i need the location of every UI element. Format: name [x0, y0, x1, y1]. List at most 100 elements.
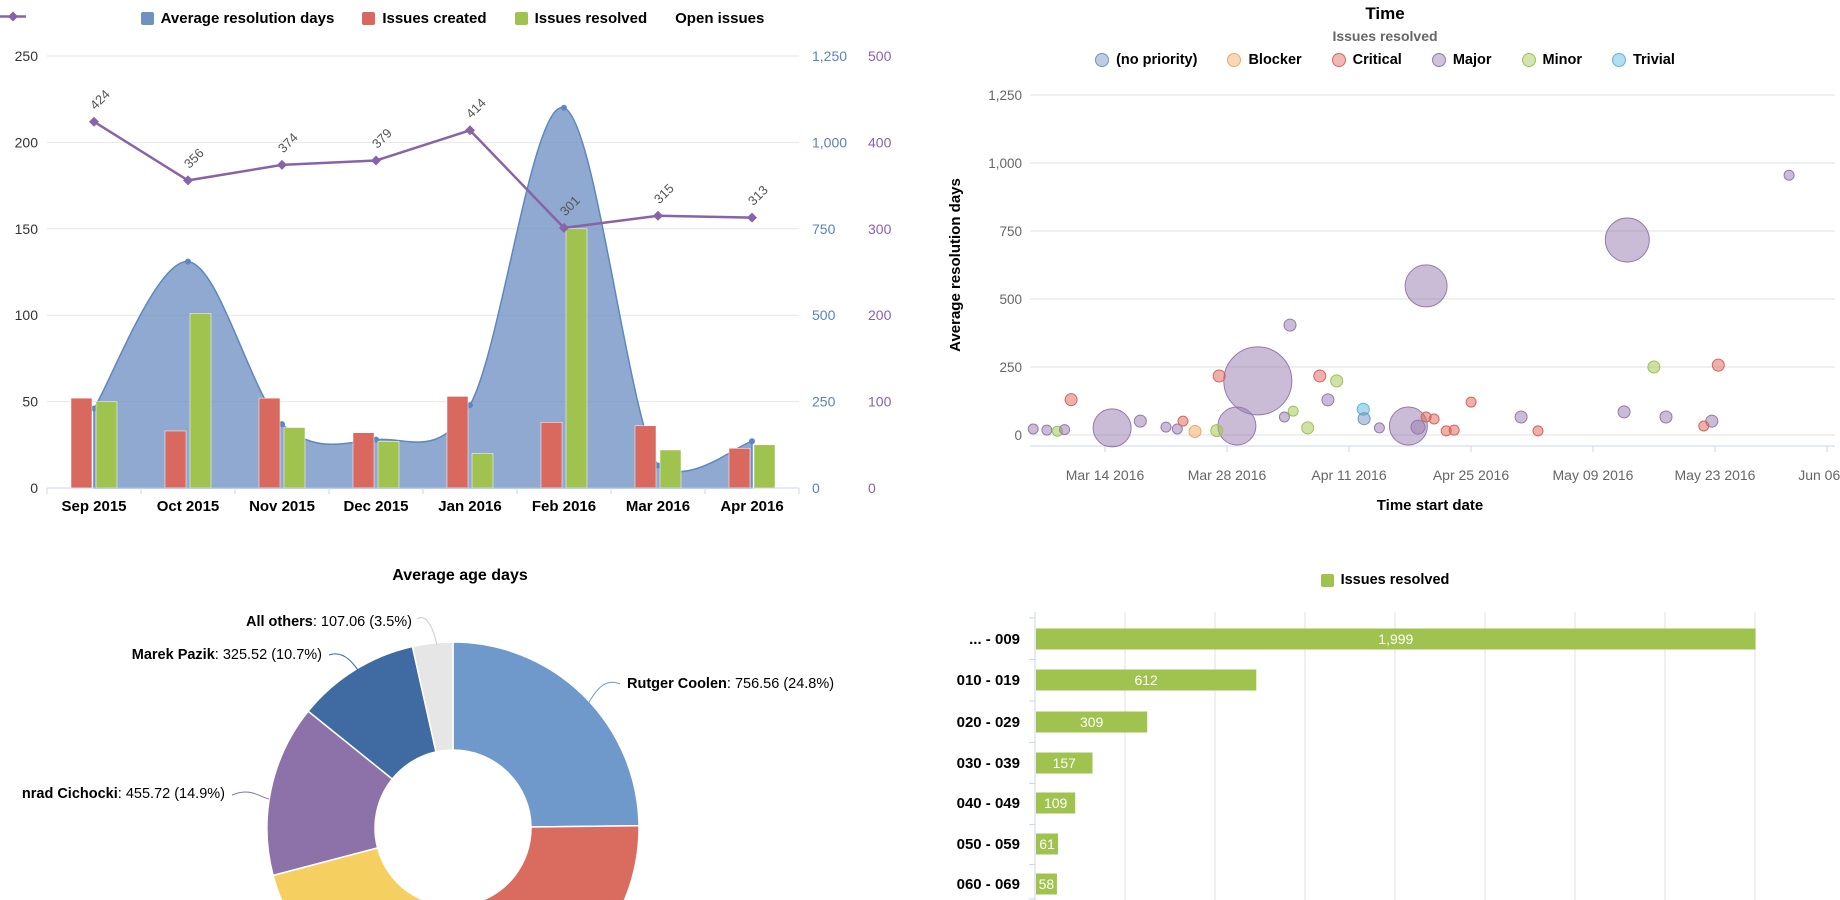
bubble-minor[interactable] — [1330, 374, 1344, 388]
bubble-major[interactable] — [1223, 346, 1293, 416]
legend-item[interactable]: Open issues — [0, 10, 764, 27]
legend-item[interactable]: Issues resolved — [1320, 572, 1450, 588]
line-point-diamond[interactable] — [747, 212, 757, 223]
bubble-critical[interactable] — [1212, 369, 1226, 383]
x-axis-tick-label: Jun 06 ... — [1798, 467, 1840, 483]
donut-slice-unlabeled[interactable] — [272, 846, 496, 900]
bubble-major[interactable] — [1783, 169, 1795, 181]
line-point-diamond[interactable] — [653, 210, 663, 221]
donut-slice-nrad-cichocki[interactable] — [266, 710, 394, 877]
bubble-critical[interactable] — [1698, 420, 1710, 432]
legend-item[interactable]: (no priority) — [1095, 52, 1197, 68]
bar-issues-resolved[interactable] — [283, 427, 306, 489]
bubble-major[interactable] — [1092, 408, 1132, 448]
bar-issues-created[interactable] — [352, 432, 375, 489]
bubble-major[interactable] — [1373, 422, 1385, 434]
donut-slice-rutger-coolen[interactable] — [452, 641, 640, 828]
bubble-critical[interactable] — [1428, 413, 1440, 425]
bubble-critical[interactable] — [1711, 358, 1725, 372]
bubble-major[interactable] — [1027, 423, 1039, 435]
bubble-critical[interactable] — [1448, 424, 1460, 436]
bubble-major[interactable] — [1278, 411, 1290, 423]
bubble-none[interactable] — [1357, 412, 1371, 426]
bar-issues-resolved[interactable] — [95, 401, 118, 489]
bar-issues-resolved[interactable] — [1036, 669, 1257, 691]
area-point-marker[interactable] — [279, 421, 285, 428]
legend-marker-icon — [1320, 573, 1334, 587]
bubble-major[interactable] — [1388, 406, 1428, 446]
bubble-major[interactable] — [1160, 421, 1172, 433]
bar-issues-created[interactable] — [164, 430, 187, 489]
bar-issues-resolved[interactable] — [753, 444, 776, 489]
bubble-critical[interactable] — [1532, 425, 1544, 437]
bar-issues-created[interactable] — [728, 448, 751, 489]
bubble-major[interactable] — [1659, 410, 1673, 424]
area-point-marker[interactable] — [185, 258, 191, 265]
bar-issues-resolved[interactable] — [565, 228, 588, 489]
bubble-major[interactable] — [1133, 414, 1147, 428]
area-point-marker[interactable] — [467, 402, 473, 409]
bar-issues-resolved[interactable] — [1036, 752, 1093, 774]
donut-slice-all-others[interactable] — [411, 641, 454, 753]
legend-item[interactable]: Critical — [1331, 52, 1402, 68]
legend-item[interactable]: Blocker — [1227, 52, 1302, 68]
bar-issues-resolved[interactable] — [1036, 833, 1058, 855]
area-point-marker[interactable] — [655, 462, 661, 469]
bubble-major[interactable] — [1410, 419, 1426, 435]
bubble-critical[interactable] — [1064, 393, 1078, 407]
bubble-major[interactable] — [1321, 393, 1335, 407]
line-point-diamond[interactable] — [183, 175, 193, 186]
donut-callout-connector — [587, 681, 621, 705]
bar-issues-created[interactable] — [70, 397, 93, 489]
bar-issues-created[interactable] — [258, 397, 281, 489]
bar-issues-resolved[interactable] — [471, 453, 494, 489]
bubble-major[interactable] — [1617, 405, 1631, 419]
bar-issues-resolved[interactable] — [1036, 873, 1057, 895]
bubble-critical[interactable] — [1313, 369, 1327, 383]
legend-item[interactable]: Trivial — [1611, 52, 1675, 68]
legend-item[interactable]: Average resolution days — [140, 10, 334, 27]
bar-issues-created[interactable] — [446, 396, 469, 489]
line-point-diamond[interactable] — [465, 125, 475, 136]
bubble-major[interactable] — [1059, 424, 1071, 436]
bubble-major[interactable] — [1404, 264, 1448, 308]
legend-item[interactable]: Major — [1431, 52, 1492, 68]
bubble-minor[interactable] — [1287, 405, 1299, 417]
area-point-marker[interactable] — [91, 405, 97, 412]
bar-issues-resolved[interactable] — [1036, 711, 1148, 733]
bar-value-label: 309 — [1080, 714, 1104, 730]
donut-chart-canvas: Rutger Coolen: 756.56 (24.8%) nrad Cichoc… — [22, 614, 834, 900]
bar-issues-resolved[interactable] — [377, 441, 400, 489]
bubble-minor[interactable] — [1301, 421, 1315, 435]
legend-label: Issues resolved — [1340, 572, 1450, 588]
bubble-critical[interactable] — [1177, 415, 1189, 427]
area-point-marker[interactable] — [373, 436, 379, 443]
line-point-diamond[interactable] — [89, 116, 99, 127]
area-point-marker[interactable] — [561, 104, 567, 111]
line-point-diamond[interactable] — [277, 159, 287, 170]
legend-item[interactable]: Issues created — [362, 10, 487, 27]
bubble-major[interactable] — [1217, 406, 1257, 446]
bubble-blocker[interactable] — [1188, 425, 1202, 438]
bar-issues-resolved[interactable] — [1036, 628, 1756, 650]
bar-issues-resolved[interactable] — [659, 449, 682, 489]
legend-item[interactable]: Minor — [1521, 52, 1582, 68]
bubble-major[interactable] — [1171, 423, 1183, 435]
bubble-minor[interactable] — [1647, 360, 1661, 374]
bubble-major[interactable] — [1283, 318, 1297, 332]
bar-issues-created[interactable] — [540, 422, 563, 489]
area-point-marker[interactable] — [749, 438, 755, 445]
bar-issues-resolved[interactable] — [189, 313, 212, 489]
bubble-major[interactable] — [1604, 217, 1650, 263]
bubble-major[interactable] — [1041, 424, 1053, 436]
bar-chart-canvas: ... - 009 1,999 010 - 019 612 020 - 029 309 03… — [957, 612, 1756, 900]
legend-item[interactable]: Issues resolved — [514, 10, 647, 27]
bubble-major[interactable] — [1514, 410, 1528, 424]
bubble-minor[interactable] — [1210, 424, 1224, 438]
line-point-diamond[interactable] — [559, 222, 569, 233]
line-point-diamond[interactable] — [371, 155, 381, 166]
bar-issues-created[interactable] — [634, 425, 657, 489]
donut-slice-unlabeled[interactable] — [471, 824, 640, 900]
bar-issues-resolved[interactable] — [1036, 792, 1076, 814]
bubble-critical[interactable] — [1465, 396, 1477, 408]
